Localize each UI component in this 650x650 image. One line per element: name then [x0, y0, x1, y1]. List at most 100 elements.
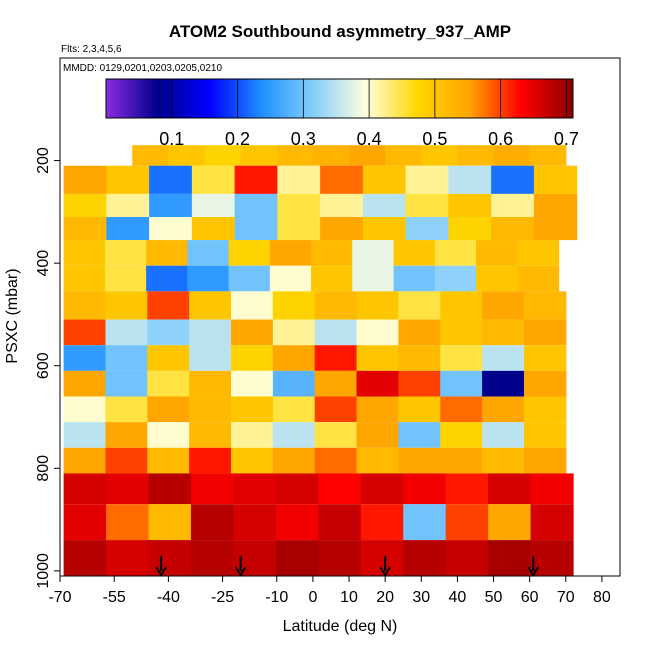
heat-cell-13-7	[360, 473, 404, 505]
heat-cell-0-8	[421, 145, 459, 166]
heat-cell-15-1	[106, 540, 150, 576]
heat-cell-14-11	[530, 504, 574, 541]
heat-cell-9-8	[398, 370, 441, 397]
heat-cell-4-11	[517, 240, 560, 266]
heat-cell-9-9	[440, 370, 483, 397]
colorbar-tick-label-4: 0.5	[422, 129, 447, 149]
heat-cell-6-1	[105, 291, 148, 320]
heat-cell-12-3	[189, 447, 232, 474]
heat-cell-5-4	[228, 265, 271, 292]
heat-cell-14-2	[148, 504, 192, 541]
y-axis: 200 400 600 800 1000	[35, 147, 60, 589]
heat-cell-13-8	[403, 473, 447, 505]
heat-cell-2-2	[149, 193, 193, 217]
heat-cell-8-9	[440, 345, 483, 371]
heat-cell-7-11	[523, 319, 567, 346]
heat-cell-8-1	[105, 345, 148, 371]
heat-cell-4-6	[311, 240, 353, 266]
heat-cell-0-11	[529, 145, 567, 166]
heat-cell-4-9	[434, 240, 477, 266]
heat-cell-11-7	[356, 422, 400, 448]
heat-cell-14-6	[318, 504, 362, 541]
colorbar-tick-label-1: 0.2	[225, 129, 250, 149]
heat-cell-0-9	[457, 145, 495, 166]
heat-cell-13-3	[190, 473, 235, 505]
heat-cell-5-8	[393, 265, 436, 292]
heat-cell-15-3	[190, 540, 235, 576]
colorbar-tick-label-0: 0.1	[159, 129, 184, 149]
x-tick-label-2: -40	[157, 589, 180, 606]
heat-cell-6-6	[314, 291, 358, 320]
heat-cell-12-0	[63, 447, 107, 474]
heat-cell-1-7	[362, 165, 407, 194]
heat-cell-11-0	[63, 422, 107, 448]
heat-cell-11-5	[272, 422, 316, 448]
x-tick-label-6: 10	[340, 589, 358, 606]
heat-cell-5-3	[187, 265, 230, 292]
heat-cell-7-2	[147, 319, 190, 346]
heat-cell-6-10	[482, 291, 525, 320]
heat-cell-3-2	[149, 216, 193, 241]
y-axis-label: PSXC (mbar)	[4, 268, 21, 363]
heat-cell-12-6	[314, 447, 358, 474]
x-axis: -70 -55 -40 -25 -10 0 10 20 30 40 50 60 70 80	[48, 576, 611, 606]
heat-cell-15-8	[403, 540, 447, 576]
heat-cell-0-1	[168, 145, 206, 166]
x-tick-label-12: 70	[557, 589, 575, 606]
heat-cell-2-9	[448, 193, 492, 217]
heat-cell-15-9	[445, 540, 489, 576]
heat-cell-12-8	[398, 447, 441, 474]
x-tick-label-5: 0	[308, 589, 317, 606]
y-tick-label-3: 800	[35, 455, 52, 482]
heat-cell-11-8	[398, 422, 441, 448]
x-axis-label: Latitude (deg N)	[283, 618, 398, 635]
heat-cell-11-6	[314, 422, 358, 448]
heat-cell-1-6	[320, 165, 364, 194]
heat-cell-7-4	[231, 319, 274, 346]
heat-cell-11-9	[440, 422, 483, 448]
profile-marker-head-1	[234, 566, 247, 577]
heat-cell-9-4	[231, 370, 274, 397]
chart-title: ATOM2 Southbound asymmetry_937_AMP	[169, 22, 511, 41]
heat-cell-13-2	[148, 473, 192, 505]
heat-cell-6-7	[356, 291, 400, 320]
heat-cell-14-3	[190, 504, 235, 541]
heat-cell-1-5	[277, 165, 321, 194]
heat-cell-2-3	[191, 193, 236, 217]
heat-cell-10-4	[231, 396, 274, 423]
heat-cell-14-4	[233, 504, 277, 541]
heat-cell-3-1	[106, 216, 150, 241]
heat-cell-4-8	[393, 240, 436, 266]
heat-cell-8-7	[356, 345, 400, 371]
heat-cell-2-5	[277, 193, 321, 217]
x-tick-label-1: -55	[103, 589, 126, 606]
heat-cell-10-5	[272, 396, 316, 423]
heat-cell-5-5	[269, 265, 312, 292]
heat-cell-6-8	[398, 291, 441, 320]
x-tick-label-10: 50	[485, 589, 503, 606]
heat-cell-7-8	[398, 319, 441, 346]
y-tick-label-0: 200	[35, 147, 52, 174]
chart-subtitle-dates: MMDD: 0129,0201,0203,0205,0210	[63, 63, 222, 74]
heat-cell-6-3	[189, 291, 232, 320]
x-tick-label-13: 80	[593, 589, 611, 606]
heat-cell-8-6	[314, 345, 358, 371]
heat-cell-4-7	[352, 240, 395, 266]
heat-cell-13-11	[530, 473, 574, 505]
heat-cell-1-4	[234, 165, 278, 194]
heat-cell-9-3	[189, 370, 232, 397]
colorbar-ticks: 0.1 0.2 0.3 0.4 0.5 0.6 0.7	[159, 79, 579, 149]
heat-cell-6-11	[523, 291, 567, 320]
heat-cell-0-6	[349, 145, 386, 166]
profile-marker-head-3	[527, 566, 540, 577]
heat-cell-4-10	[476, 240, 518, 266]
heat-cell-11-3	[189, 422, 232, 448]
heat-cell-5-1	[104, 265, 147, 292]
heat-cell-2-8	[405, 193, 449, 217]
heat-cell-12-2	[147, 447, 190, 474]
heat-cell-10-1	[105, 396, 148, 423]
heat-cell-5-2	[146, 265, 188, 292]
heat-cell-1-9	[448, 165, 492, 194]
x-tick-label-7: 20	[376, 589, 394, 606]
